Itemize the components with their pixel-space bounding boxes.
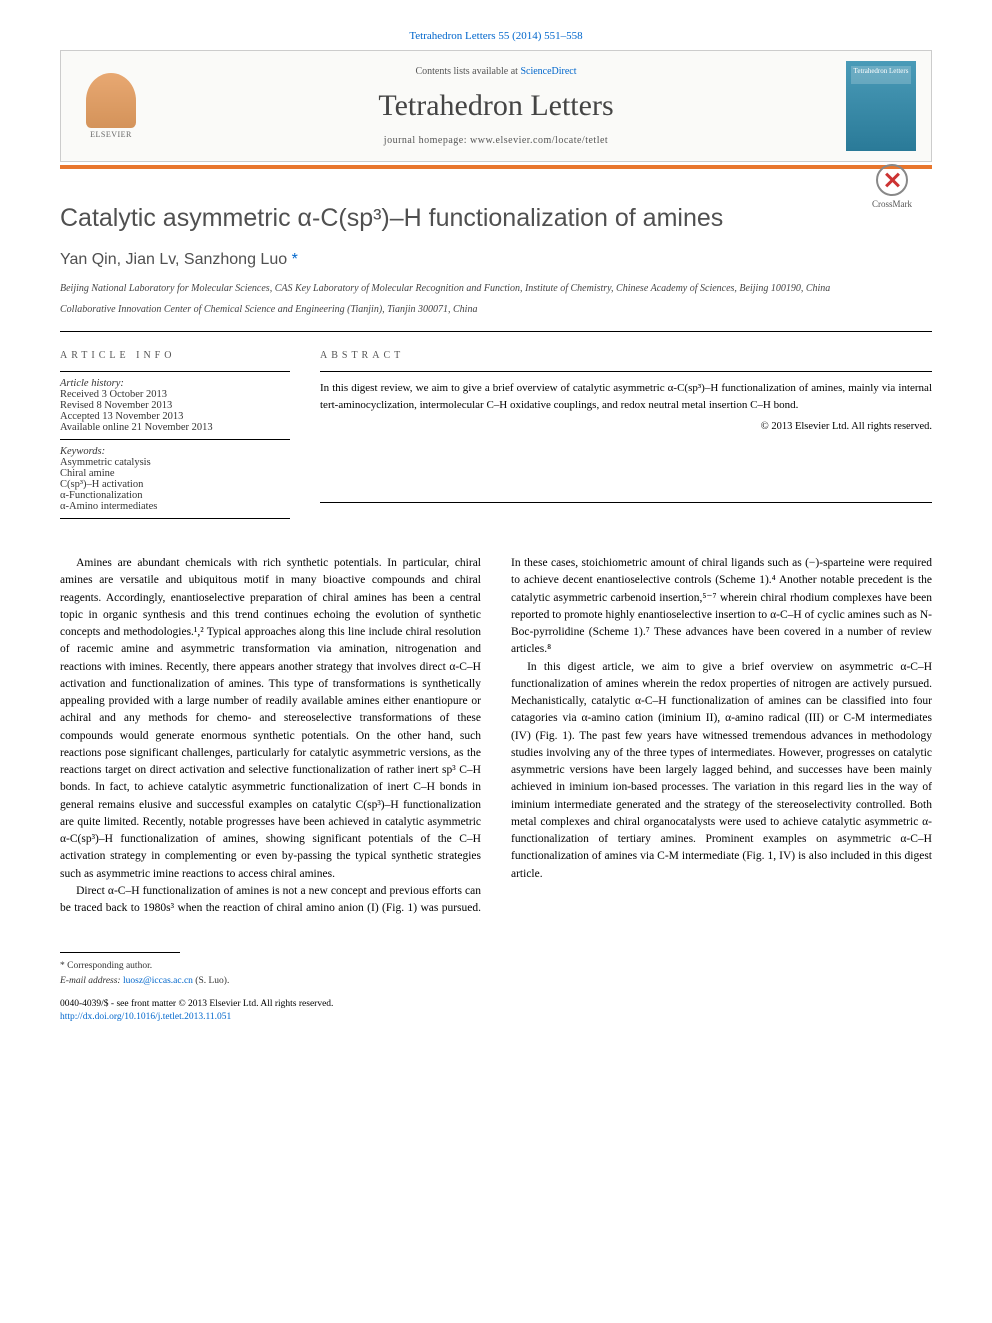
affiliation-1: Beijing National Laboratory for Molecula… <box>60 281 932 296</box>
author-list: Yan Qin, Jian Lv, Sanzhong Luo <box>60 251 287 268</box>
copyright-block: 0040-4039/$ - see front matter © 2013 El… <box>60 998 932 1025</box>
body-paragraph-3: In this digest article, we aim to give a… <box>511 659 932 883</box>
history-label: Article history: <box>60 378 290 389</box>
contents-prefix: Contents lists available at <box>415 66 520 77</box>
keyword-1: Asymmetric catalysis <box>60 457 290 468</box>
history-revised: Revised 8 November 2013 <box>60 400 290 411</box>
crossmark-label: CrossMark <box>872 199 912 209</box>
footnotes: * Corresponding author. E-mail address: … <box>60 959 932 988</box>
issn-line: 0040-4039/$ - see front matter © 2013 El… <box>60 998 932 1011</box>
journal-homepage: journal homepage: www.elsevier.com/locat… <box>166 135 826 146</box>
crossmark-icon <box>876 164 908 196</box>
keyword-3: C(sp³)–H activation <box>60 479 290 490</box>
elsevier-tree-icon <box>86 73 136 128</box>
abstract-copyright: © 2013 Elsevier Ltd. All rights reserved… <box>320 421 932 432</box>
corresponding-author-note: * Corresponding author. <box>60 959 932 973</box>
journal-cover-thumb[interactable]: Tetrahedron Letters <box>846 61 916 151</box>
divider <box>60 331 932 332</box>
header-center: Contents lists available at ScienceDirec… <box>166 66 826 146</box>
doi-link[interactable]: http://dx.doi.org/10.1016/j.tetlet.2013.… <box>60 1012 231 1022</box>
email-line: E-mail address: luosz@iccas.ac.cn (S. Lu… <box>60 974 932 988</box>
corr-email-link[interactable]: luosz@iccas.ac.cn <box>123 976 193 986</box>
journal-name: Tetrahedron Letters <box>166 89 826 123</box>
homepage-url[interactable]: www.elsevier.com/locate/tetlet <box>470 135 608 146</box>
body-text: Amines are abundant chemicals with rich … <box>60 555 932 917</box>
cover-label: Tetrahedron Letters <box>846 67 916 75</box>
footnote-rule <box>60 952 180 953</box>
history-accepted: Accepted 13 November 2013 <box>60 411 290 422</box>
citation-line: Tetrahedron Letters 55 (2014) 551–558 <box>60 30 932 42</box>
article-info-heading: ARTICLE INFO <box>60 350 290 361</box>
contents-available: Contents lists available at ScienceDirec… <box>166 66 826 77</box>
abstract-column: ABSTRACT In this digest review, we aim t… <box>320 350 932 525</box>
corr-author-marker[interactable]: * <box>292 251 298 268</box>
homepage-prefix: journal homepage: <box>384 135 470 146</box>
keywords-label: Keywords: <box>60 446 290 457</box>
keyword-4: α-Functionalization <box>60 490 290 501</box>
email-author: (S. Luo). <box>193 976 229 986</box>
sciencedirect-link[interactable]: ScienceDirect <box>520 66 576 77</box>
keyword-5: α-Amino intermediates <box>60 501 290 512</box>
affiliation-2: Collaborative Innovation Center of Chemi… <box>60 302 932 317</box>
history-received: Received 3 October 2013 <box>60 389 290 400</box>
keyword-2: Chiral amine <box>60 468 290 479</box>
authors: Yan Qin, Jian Lv, Sanzhong Luo * <box>60 251 932 269</box>
accent-rule <box>60 165 932 169</box>
article-info-column: ARTICLE INFO Article history: Received 3… <box>60 350 290 525</box>
crossmark-badge[interactable]: CrossMark <box>852 164 932 209</box>
info-abstract-row: ARTICLE INFO Article history: Received 3… <box>60 350 932 525</box>
history-online: Available online 21 November 2013 <box>60 422 290 433</box>
email-label: E-mail address: <box>60 976 123 986</box>
abstract-heading: ABSTRACT <box>320 350 932 361</box>
body-paragraph-1: Amines are abundant chemicals with rich … <box>60 555 481 883</box>
abstract-text: In this digest review, we aim to give a … <box>320 380 932 413</box>
elsevier-label: ELSEVIER <box>90 130 132 139</box>
article-title: Catalytic asymmetric α-C(sp³)–H function… <box>60 204 932 233</box>
elsevier-logo[interactable]: ELSEVIER <box>76 66 146 146</box>
journal-header: ELSEVIER Contents lists available at Sci… <box>60 50 932 162</box>
